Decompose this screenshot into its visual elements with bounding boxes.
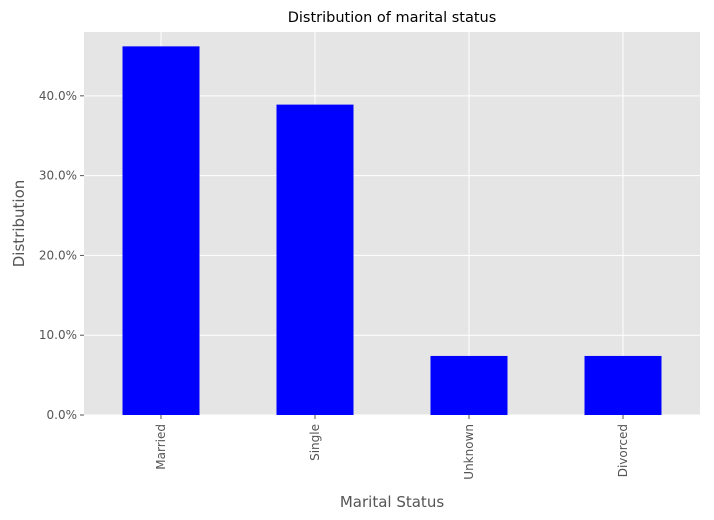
x-tick-label: Unknown <box>462 424 476 480</box>
y-axis-label: Distribution <box>10 180 28 268</box>
y-tick-label: 40.0% <box>39 89 77 103</box>
y-tick-label: 20.0% <box>39 248 77 262</box>
bar-unknown <box>430 355 508 415</box>
chart-title: Distribution of marital status <box>288 10 497 26</box>
x-tick-label: Single <box>308 424 322 461</box>
y-axis-ticks: 0.0% 10.0% 20.0% 30.0% 40.0% <box>39 89 84 422</box>
y-tick-label: 0.0% <box>47 408 78 422</box>
x-axis-ticks: Married Single Unknown Divorced <box>154 415 630 480</box>
x-tick-label: Divorced <box>616 424 630 477</box>
y-tick-label: 30.0% <box>39 169 77 183</box>
bar-divorced <box>584 355 662 415</box>
x-tick-label: Married <box>154 424 168 470</box>
y-tick-label: 10.0% <box>39 328 77 342</box>
x-axis-label: Marital Status <box>340 493 444 511</box>
bar-married <box>122 46 200 416</box>
bars <box>122 46 662 416</box>
bar-single <box>276 104 354 416</box>
